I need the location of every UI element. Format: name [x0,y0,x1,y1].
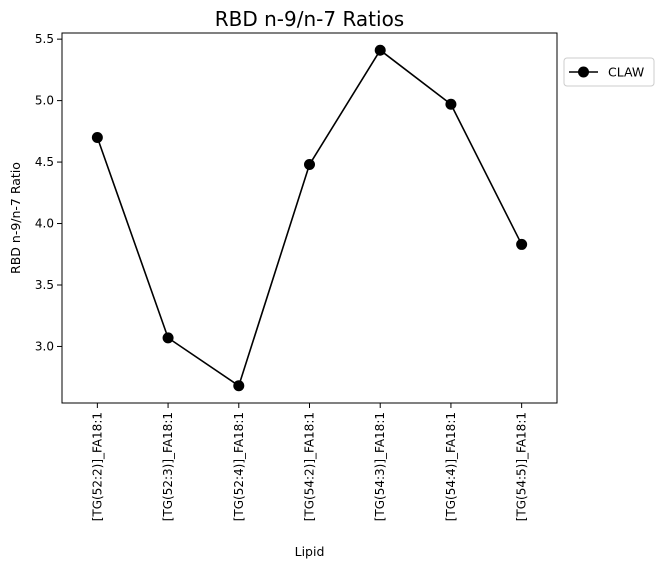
legend-box [563,57,655,87]
x-tick-label: [TG(52:3)]_FA18:1 [161,412,175,521]
x-tick-label: [TG(54:5)]_FA18:1 [515,412,529,521]
x-tick-label: [TG(54:2)]_FA18:1 [303,412,317,521]
x-tick-label: [TG(54:4)]_FA18:1 [444,412,458,521]
legend-marker [578,66,589,78]
y-axis-label: RBD n-9/n-7 Ratio [8,162,23,274]
data-point [91,131,103,143]
y-tick-label: 5.0 [35,94,54,108]
legend-label: CLAW [608,65,644,80]
y-tick-label: 3.0 [35,339,54,353]
y-tick-label: 5.5 [35,32,54,46]
x-tick-label: [TG(52:4)]_FA18:1 [232,412,246,521]
data-point [233,380,245,392]
data-point [374,44,386,56]
y-tick-label: 4.5 [35,155,54,169]
plot-area-frame [61,32,558,404]
x-tick-label: [TG(52:2)]_FA18:1 [90,412,104,521]
x-axis-label: Lipid [295,544,325,559]
y-tick-label: 4.0 [35,217,54,231]
legend: CLAW [563,57,655,87]
data-point [516,238,528,250]
chart-title: RBD n-9/n-7 Ratios [215,7,404,31]
x-tick-label: [TG(54:3)]_FA18:1 [373,412,387,521]
y-tick-label: 3.5 [35,278,54,292]
data-point [162,332,174,344]
data-point [304,159,315,171]
series-line [96,49,523,387]
data-point [445,98,457,110]
